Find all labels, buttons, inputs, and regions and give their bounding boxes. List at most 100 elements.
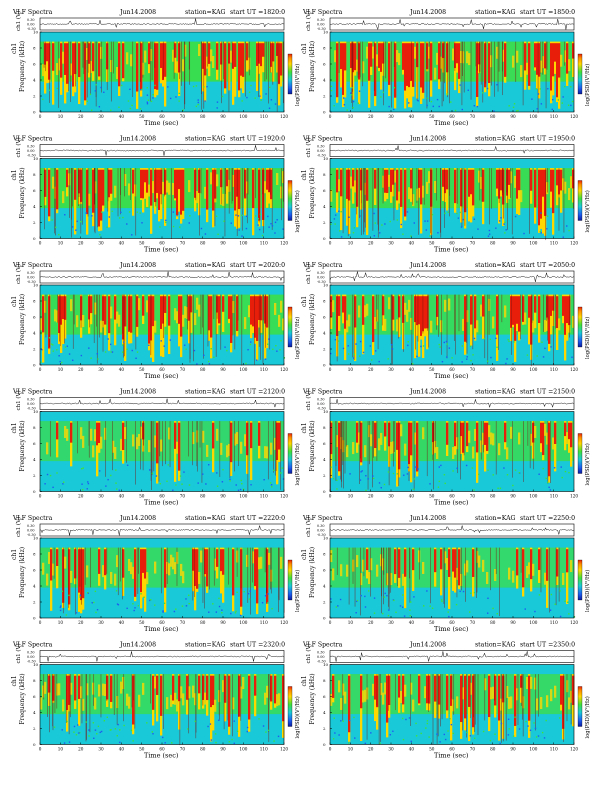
sferic-streak [501, 294, 503, 323]
speckle [178, 92, 180, 95]
spectral-column [500, 169, 503, 191]
sferic-streak [171, 168, 172, 239]
speckle [482, 92, 484, 94]
speckle [86, 100, 88, 102]
x-tick-label: 70 [470, 494, 476, 499]
sferic-streak [438, 294, 439, 337]
sferic-streak [120, 168, 121, 195]
spectral-column [508, 567, 511, 580]
speckle [90, 357, 92, 359]
spectral-column [48, 43, 51, 80]
speckle [562, 236, 564, 238]
speckle [426, 590, 428, 592]
sferic-streak [415, 294, 416, 350]
speckle [82, 467, 84, 469]
spectral-column [180, 169, 183, 215]
y-tick-label: 10 [33, 662, 39, 667]
spectral-column [172, 182, 175, 195]
spectral-column [180, 296, 183, 337]
trace-axis-label: ch1 (V) [305, 11, 312, 31]
x-tick-label: 60 [159, 114, 165, 119]
sferic-streak [465, 547, 466, 602]
sferic-streak [529, 168, 530, 234]
speckle [87, 481, 89, 483]
speckle [147, 99, 150, 101]
spectral-column [260, 43, 263, 67]
x-tick-label: 70 [470, 747, 476, 752]
trace-tick-label: 0.30 [27, 271, 35, 275]
spectrogram-panel: VLF Spectra Jun14.2008 station=KAG start UT… [11, 389, 301, 507]
speckle [151, 731, 154, 733]
sferic-streak [81, 168, 83, 225]
spectral-column [90, 428, 93, 441]
spectral-column [240, 686, 243, 699]
sferic-streak [45, 41, 46, 72]
speckle [441, 360, 444, 363]
speckle [402, 738, 405, 741]
spectral-column [154, 435, 157, 448]
spectral-column [372, 683, 375, 696]
spectral-column [124, 174, 127, 187]
speckle [406, 473, 409, 475]
speckle [354, 737, 356, 739]
spectral-column [434, 180, 437, 193]
speckle [497, 487, 499, 489]
sferic-streak [423, 168, 425, 205]
speckle [384, 592, 386, 595]
spectral-column [374, 675, 377, 700]
spectral-column [394, 170, 397, 183]
speckle [203, 354, 205, 356]
speckle [159, 482, 161, 485]
sferic-streak [96, 294, 98, 364]
spectral-column [402, 43, 405, 70]
sferic-streak [202, 547, 204, 603]
speckle [476, 105, 479, 108]
speckle [160, 340, 162, 342]
trace-tick-label: -0.30 [317, 533, 326, 537]
trace-line [39, 145, 285, 156]
spectral-column [82, 435, 85, 448]
spectral-column [74, 169, 77, 200]
speckle [86, 591, 89, 594]
spectral-column [62, 699, 65, 712]
sferic-streak [195, 168, 197, 201]
x-tick-label: 120 [570, 747, 578, 752]
speckle [561, 102, 563, 104]
x-tick-label: 70 [180, 114, 186, 119]
x-tick-label: 110 [550, 367, 558, 372]
speckle [140, 593, 142, 595]
sferic-streak [464, 168, 466, 226]
sferic-streak [370, 547, 372, 597]
spectral-column [152, 294, 155, 362]
speckle [330, 352, 332, 355]
speckle [359, 340, 362, 343]
x-tick-label: 30 [388, 494, 394, 499]
spectral-column [530, 169, 533, 191]
sferic-streak [149, 41, 151, 102]
speckle [238, 229, 240, 231]
spectral-column [350, 176, 353, 189]
spectral-column [188, 180, 191, 193]
speckle [100, 86, 102, 89]
spectral-column [96, 422, 99, 446]
spectrogram-panel: VLF Spectra Jun14.2008 station=KAG start UT… [301, 389, 591, 507]
spectral-column [228, 296, 231, 319]
spectral-column [418, 169, 421, 188]
y-tick-label: 4 [323, 457, 326, 462]
sferic-streak [283, 168, 284, 202]
sferic-streak [90, 547, 91, 588]
speckle [165, 221, 167, 224]
speckle [347, 353, 350, 355]
speckle [504, 221, 506, 223]
spectral-column [412, 699, 415, 712]
spectral-column [376, 309, 379, 322]
sferic-streak [106, 674, 108, 701]
spectral-column [470, 168, 473, 223]
sferic-streak [353, 294, 355, 361]
x-tick-label: 100 [529, 747, 537, 752]
sferic-streak [264, 41, 266, 82]
speckle [44, 483, 46, 485]
speckle [146, 722, 148, 724]
speckle [52, 350, 54, 352]
spectral-column [192, 432, 195, 445]
